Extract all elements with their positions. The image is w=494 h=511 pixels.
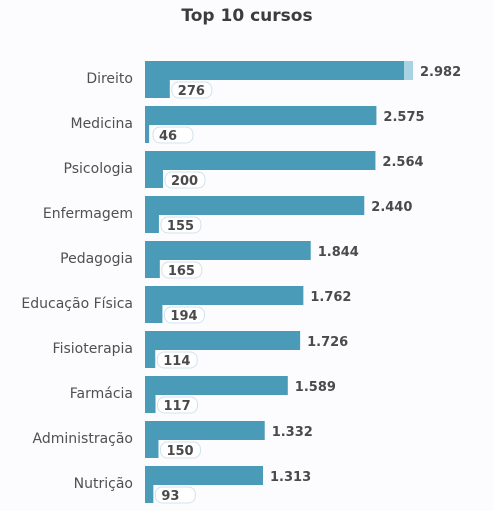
value-badge — [157, 396, 199, 414]
value-label-main: 2.575 — [383, 110, 424, 125]
category-label: Educação Física — [21, 296, 133, 312]
value-label-main: 1.589 — [295, 380, 336, 395]
bar-secondary — [145, 125, 150, 143]
value-badge — [171, 81, 213, 99]
value-label-secondary: 165 — [168, 264, 195, 279]
bar-secondary — [145, 170, 163, 188]
bar-main — [145, 421, 265, 440]
bar-main — [145, 331, 301, 350]
value-label-main: 2.440 — [371, 200, 412, 215]
value-label-main: 2.982 — [420, 65, 461, 80]
value-label-main: 1.332 — [272, 425, 313, 440]
bar-secondary — [145, 485, 154, 503]
bar-tip-highlight — [404, 61, 413, 80]
category-label: Nutrição — [74, 476, 133, 492]
bar-secondary — [145, 215, 159, 233]
bar-main — [145, 61, 413, 80]
bar-main — [145, 286, 304, 305]
bar-main — [145, 106, 377, 125]
value-badge — [160, 216, 202, 234]
bar-secondary — [145, 395, 156, 413]
category-label: Direito — [86, 71, 133, 87]
value-label-main: 1.726 — [307, 335, 348, 350]
bar-secondary — [145, 350, 156, 368]
bar-secondary — [145, 80, 170, 98]
category-label: Fisioterapia — [53, 341, 133, 357]
bar-main — [145, 196, 365, 215]
value-badge — [163, 306, 205, 324]
category-label: Administração — [33, 431, 133, 447]
value-badge — [159, 441, 201, 459]
value-label-secondary: 155 — [167, 219, 194, 234]
category-label: Pedagogia — [60, 251, 133, 267]
category-label: Enfermagem — [43, 206, 133, 222]
value-label-secondary: 194 — [170, 309, 197, 324]
value-label-secondary: 93 — [161, 489, 179, 504]
value-label-secondary: 46 — [159, 129, 177, 144]
value-badge — [152, 126, 194, 144]
value-label-main: 1.762 — [310, 290, 351, 305]
bar-main — [145, 466, 264, 485]
bar-main — [145, 151, 376, 170]
value-label-secondary: 114 — [163, 354, 190, 369]
bar-main — [145, 376, 288, 395]
value-label-main: 1.313 — [270, 470, 311, 485]
value-label-secondary: 117 — [164, 399, 191, 414]
value-label-main: 2.564 — [382, 155, 423, 170]
value-badge — [161, 261, 203, 279]
value-badge — [156, 351, 198, 369]
value-badge — [154, 486, 196, 504]
value-label-main: 1.844 — [318, 245, 359, 260]
category-label: Medicina — [70, 116, 133, 132]
category-label: Psicologia — [64, 161, 133, 177]
value-label-secondary: 276 — [178, 84, 205, 99]
bar-secondary — [145, 440, 159, 458]
bar-main — [145, 241, 311, 260]
bar-secondary — [145, 260, 160, 278]
value-badge — [164, 171, 206, 189]
value-label-secondary: 150 — [166, 444, 193, 459]
value-label-secondary: 200 — [171, 174, 198, 189]
category-label: Farmácia — [70, 386, 133, 402]
bar-secondary — [145, 305, 163, 323]
chart-title: Top 10 cursos — [181, 6, 313, 26]
